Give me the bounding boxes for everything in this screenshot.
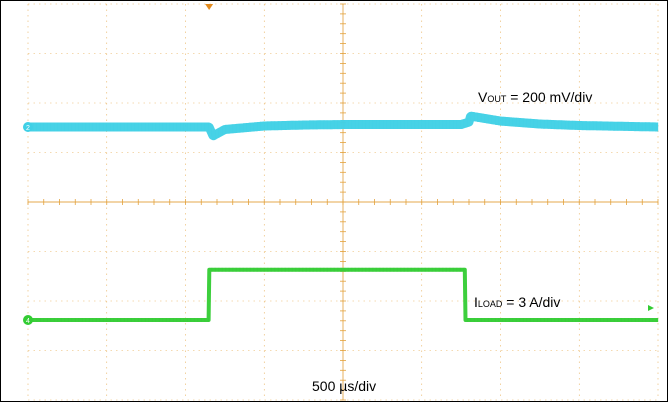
iload-label-main: I — [474, 294, 478, 310]
vout-scale-label: VOUT = 200 mV/div — [478, 89, 592, 105]
iload-label-sub: LOAD — [477, 299, 503, 309]
trigger-marker-icon — [205, 4, 214, 10]
vout-label-sub: OUT — [487, 94, 507, 104]
vout-label-main: V — [478, 89, 488, 105]
channel-marker-4-icon — [23, 315, 33, 325]
iload-label-rest: = 3 A/div — [502, 294, 561, 310]
vout-label-rest: = 200 mV/div — [506, 89, 593, 105]
timebase-label: 500 µs/div — [312, 378, 377, 394]
channel-number-4: 4 — [26, 318, 30, 325]
iload-scale-label: ILOAD = 3 A/div — [474, 294, 560, 310]
trigger-level-arrow-icon — [648, 305, 654, 311]
channel-marker-2-icon — [23, 122, 33, 132]
channel-number-2: 2 — [26, 125, 30, 132]
